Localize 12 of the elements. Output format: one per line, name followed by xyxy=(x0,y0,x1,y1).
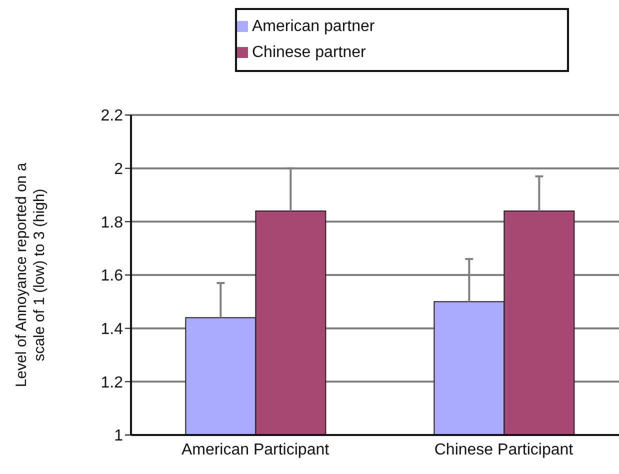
x-tick-label: American Participant xyxy=(181,441,330,458)
y-tick-label: 1.8 xyxy=(100,214,124,232)
x-tick-label: Chinese Participant xyxy=(434,441,574,458)
y-axis-title: Level of Annoyance reported on a scale of 1 (low) to 3 (high) xyxy=(13,162,48,388)
legend-label: American partner xyxy=(252,18,375,35)
y-tick-label: 2 xyxy=(114,161,124,178)
y-tick-label: 2.2 xyxy=(100,108,124,125)
legend-label: Chinese partner xyxy=(252,44,366,61)
y-tick-label: 1.6 xyxy=(100,268,124,285)
y-tick-label: 1.4 xyxy=(100,321,124,338)
y-tick-label: 1.2 xyxy=(100,374,124,392)
y-tick-label: 1 xyxy=(114,428,124,445)
